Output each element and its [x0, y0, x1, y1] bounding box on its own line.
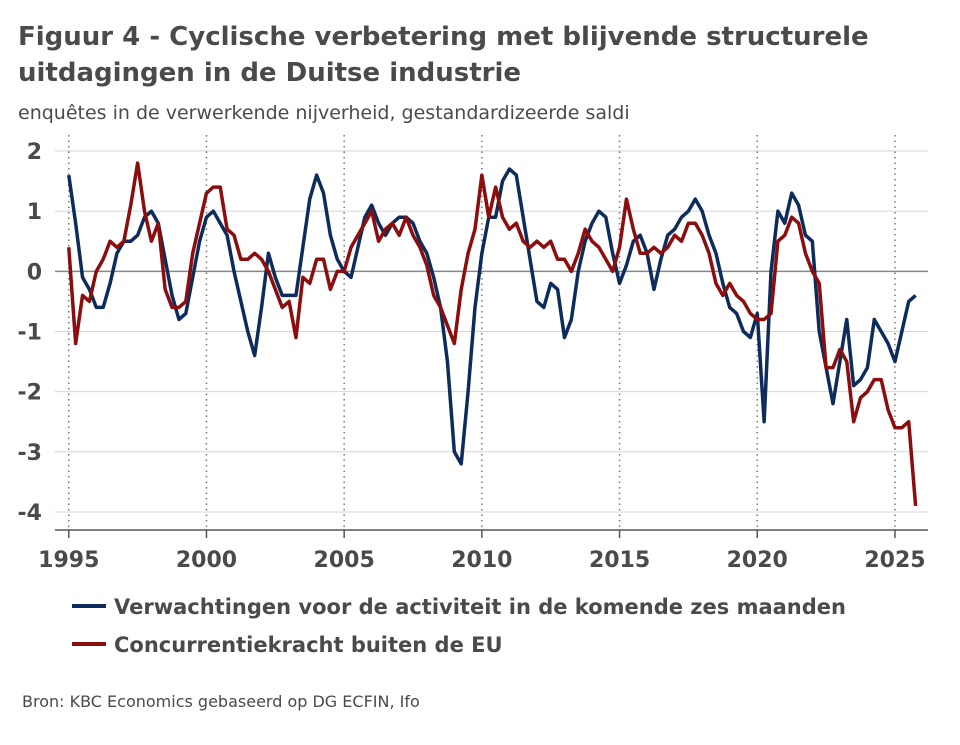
lines	[67, 161, 918, 507]
y-tick-label: 1	[27, 200, 42, 225]
x-tick-label: 2015	[589, 548, 650, 573]
series-line	[67, 161, 918, 507]
grid: -4 -3 -2 -1 0 1 2 1995 2000 2005 2010 2015 2020 2025	[18, 135, 928, 573]
x-tick-label: 2010	[451, 548, 512, 573]
y-tick-label: 0	[27, 260, 42, 285]
y-tick-label: -1	[18, 320, 42, 345]
x-tick-label: 2000	[176, 548, 237, 573]
y-tick-label: -3	[18, 441, 42, 466]
y-tick-label: -4	[18, 501, 42, 526]
chart-subtitle: enquêtes in de verwerkende nijverheid, g…	[18, 102, 630, 124]
legend-label: Verwachtingen voor de activiteit in de k…	[114, 595, 846, 619]
y-tick-label: 2	[27, 140, 42, 165]
chart-title: Figuur 4 - Cyclische verbetering met bli…	[18, 22, 869, 88]
x-tick-label: 2005	[314, 548, 375, 573]
legend-label: Concurrentiekracht buiten de EU	[114, 633, 503, 657]
legend: Verwachtingen voor de activiteit in de k…	[72, 595, 846, 657]
x-tick-label: 2025	[864, 548, 925, 573]
y-tick-label: -2	[18, 381, 42, 406]
x-tick-label: 2020	[727, 548, 788, 573]
series-line	[67, 167, 917, 466]
x-tick-label: 1995	[38, 548, 99, 573]
source: Bron: KBC Economics gebaseerd op DG ECFI…	[22, 692, 420, 711]
